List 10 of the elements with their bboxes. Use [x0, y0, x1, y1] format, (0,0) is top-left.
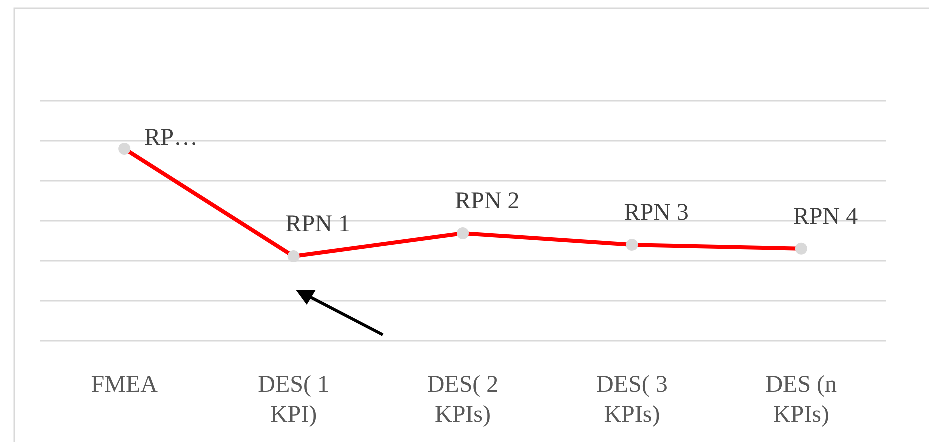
x-tick-label: DES( 1 KPI): [258, 372, 330, 428]
x-tick-label: DES (n KPIs): [766, 372, 838, 428]
x-tick-label: DES( 3 KPIs): [596, 372, 668, 428]
annotation: RPN 4: [793, 204, 858, 230]
x-tick-label: FMEA: [91, 372, 159, 398]
annotation: RP…: [144, 125, 198, 151]
annotation: RPN 1: [286, 212, 350, 238]
annotation: RPN 3: [624, 200, 689, 226]
annotation: RPN 2: [455, 188, 520, 214]
x-tick-label: DES( 2 KPIs): [427, 372, 499, 428]
